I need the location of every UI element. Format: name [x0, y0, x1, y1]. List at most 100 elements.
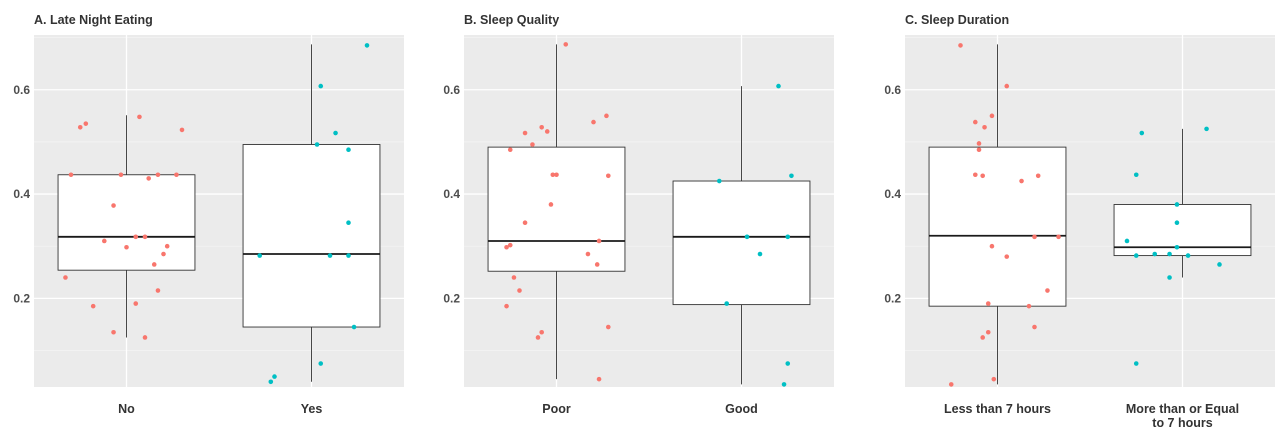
panel-1: A. Late Night Eating 0.2 0.4 0.6 No Yes: [13, 13, 404, 416]
data-point: [522, 130, 528, 136]
data-point: [77, 125, 83, 130]
data-point: [155, 288, 161, 293]
x-tick-label: Less than 7 hours: [944, 402, 1051, 416]
y-tick-label: 0.6: [13, 83, 30, 97]
data-point: [717, 178, 722, 184]
data-point: [1056, 234, 1061, 240]
data-point: [596, 376, 602, 382]
data-point: [1133, 361, 1139, 366]
data-point: [548, 202, 554, 207]
box-iqr: [487, 146, 626, 272]
panel-title: B. Sleep Quality: [464, 13, 559, 27]
data-point: [976, 147, 982, 153]
data-point: [1167, 275, 1172, 280]
data-point: [1032, 234, 1037, 240]
data-point: [539, 329, 544, 335]
data-point: [90, 303, 96, 309]
data-point: [1045, 288, 1050, 293]
y-tick-label: 0.4: [443, 187, 460, 201]
data-point: [146, 176, 151, 181]
panel-title: A. Late Night Eating: [34, 13, 153, 27]
box-2: [242, 44, 381, 382]
data-point: [364, 43, 370, 48]
data-point: [563, 42, 569, 47]
data-point: [980, 173, 985, 179]
data-point: [594, 262, 600, 267]
data-point: [155, 172, 161, 178]
data-point: [111, 329, 116, 335]
data-point: [989, 113, 995, 119]
data-point: [333, 130, 338, 136]
box-iqr: [57, 174, 196, 271]
data-point: [985, 329, 991, 335]
data-point: [980, 335, 985, 340]
data-point: [973, 119, 978, 125]
box-iqr: [928, 146, 1067, 307]
data-point: [1152, 251, 1158, 257]
box-1: [928, 44, 1067, 385]
data-point: [68, 172, 74, 178]
data-point: [314, 142, 320, 147]
data-point: [142, 335, 148, 340]
data-point: [257, 253, 263, 258]
data-point: [982, 125, 987, 130]
y-tick-label: 0.2: [443, 291, 460, 305]
data-point: [1133, 172, 1139, 178]
data-point: [1124, 238, 1130, 244]
data-point: [1004, 254, 1010, 259]
data-point: [989, 243, 995, 249]
data-point: [511, 275, 517, 280]
box-1: [487, 44, 626, 380]
data-point: [544, 129, 550, 134]
data-point: [958, 43, 963, 48]
data-point: [351, 324, 357, 330]
data-point: [724, 301, 729, 306]
panel-2: B. Sleep Quality 0.2 0.4 0.6 Poor Good: [443, 13, 834, 416]
data-point: [318, 361, 324, 366]
data-point: [1217, 262, 1222, 267]
data-point: [1004, 83, 1010, 89]
data-point: [522, 220, 528, 226]
data-point: [507, 242, 513, 248]
data-point: [535, 335, 541, 340]
box-2: [1113, 128, 1252, 278]
y-tick-label: 0.2: [13, 291, 30, 305]
data-point: [776, 83, 781, 89]
data-point: [111, 203, 116, 208]
data-point: [976, 141, 982, 146]
data-point: [757, 251, 763, 257]
y-tick-label: 0.6: [443, 83, 460, 97]
data-point: [318, 83, 324, 89]
y-tick-label: 0.6: [884, 83, 901, 97]
data-point: [973, 172, 978, 178]
data-point: [63, 275, 68, 280]
data-point: [1019, 178, 1024, 184]
data-point: [606, 173, 611, 179]
data-point: [504, 244, 509, 250]
box-iqr: [672, 180, 811, 306]
data-point: [1035, 173, 1041, 179]
data-point: [133, 301, 139, 306]
data-point: [744, 234, 750, 240]
data-point: [554, 172, 559, 178]
data-point: [585, 251, 591, 257]
data-point: [272, 374, 277, 379]
data-point: [1174, 244, 1180, 250]
data-point: [991, 376, 997, 382]
data-point: [1174, 202, 1180, 207]
data-point: [604, 113, 609, 119]
data-point: [174, 172, 179, 178]
data-point: [539, 125, 544, 130]
data-point: [507, 147, 513, 153]
data-point: [1026, 303, 1032, 309]
box-1: [57, 115, 196, 338]
data-point: [268, 379, 274, 385]
y-tick-label: 0.2: [884, 291, 901, 305]
data-point: [985, 301, 991, 306]
data-point: [1133, 253, 1139, 258]
data-point: [346, 220, 351, 226]
data-point: [1174, 220, 1180, 226]
data-point: [346, 147, 351, 153]
data-point: [1185, 253, 1191, 258]
